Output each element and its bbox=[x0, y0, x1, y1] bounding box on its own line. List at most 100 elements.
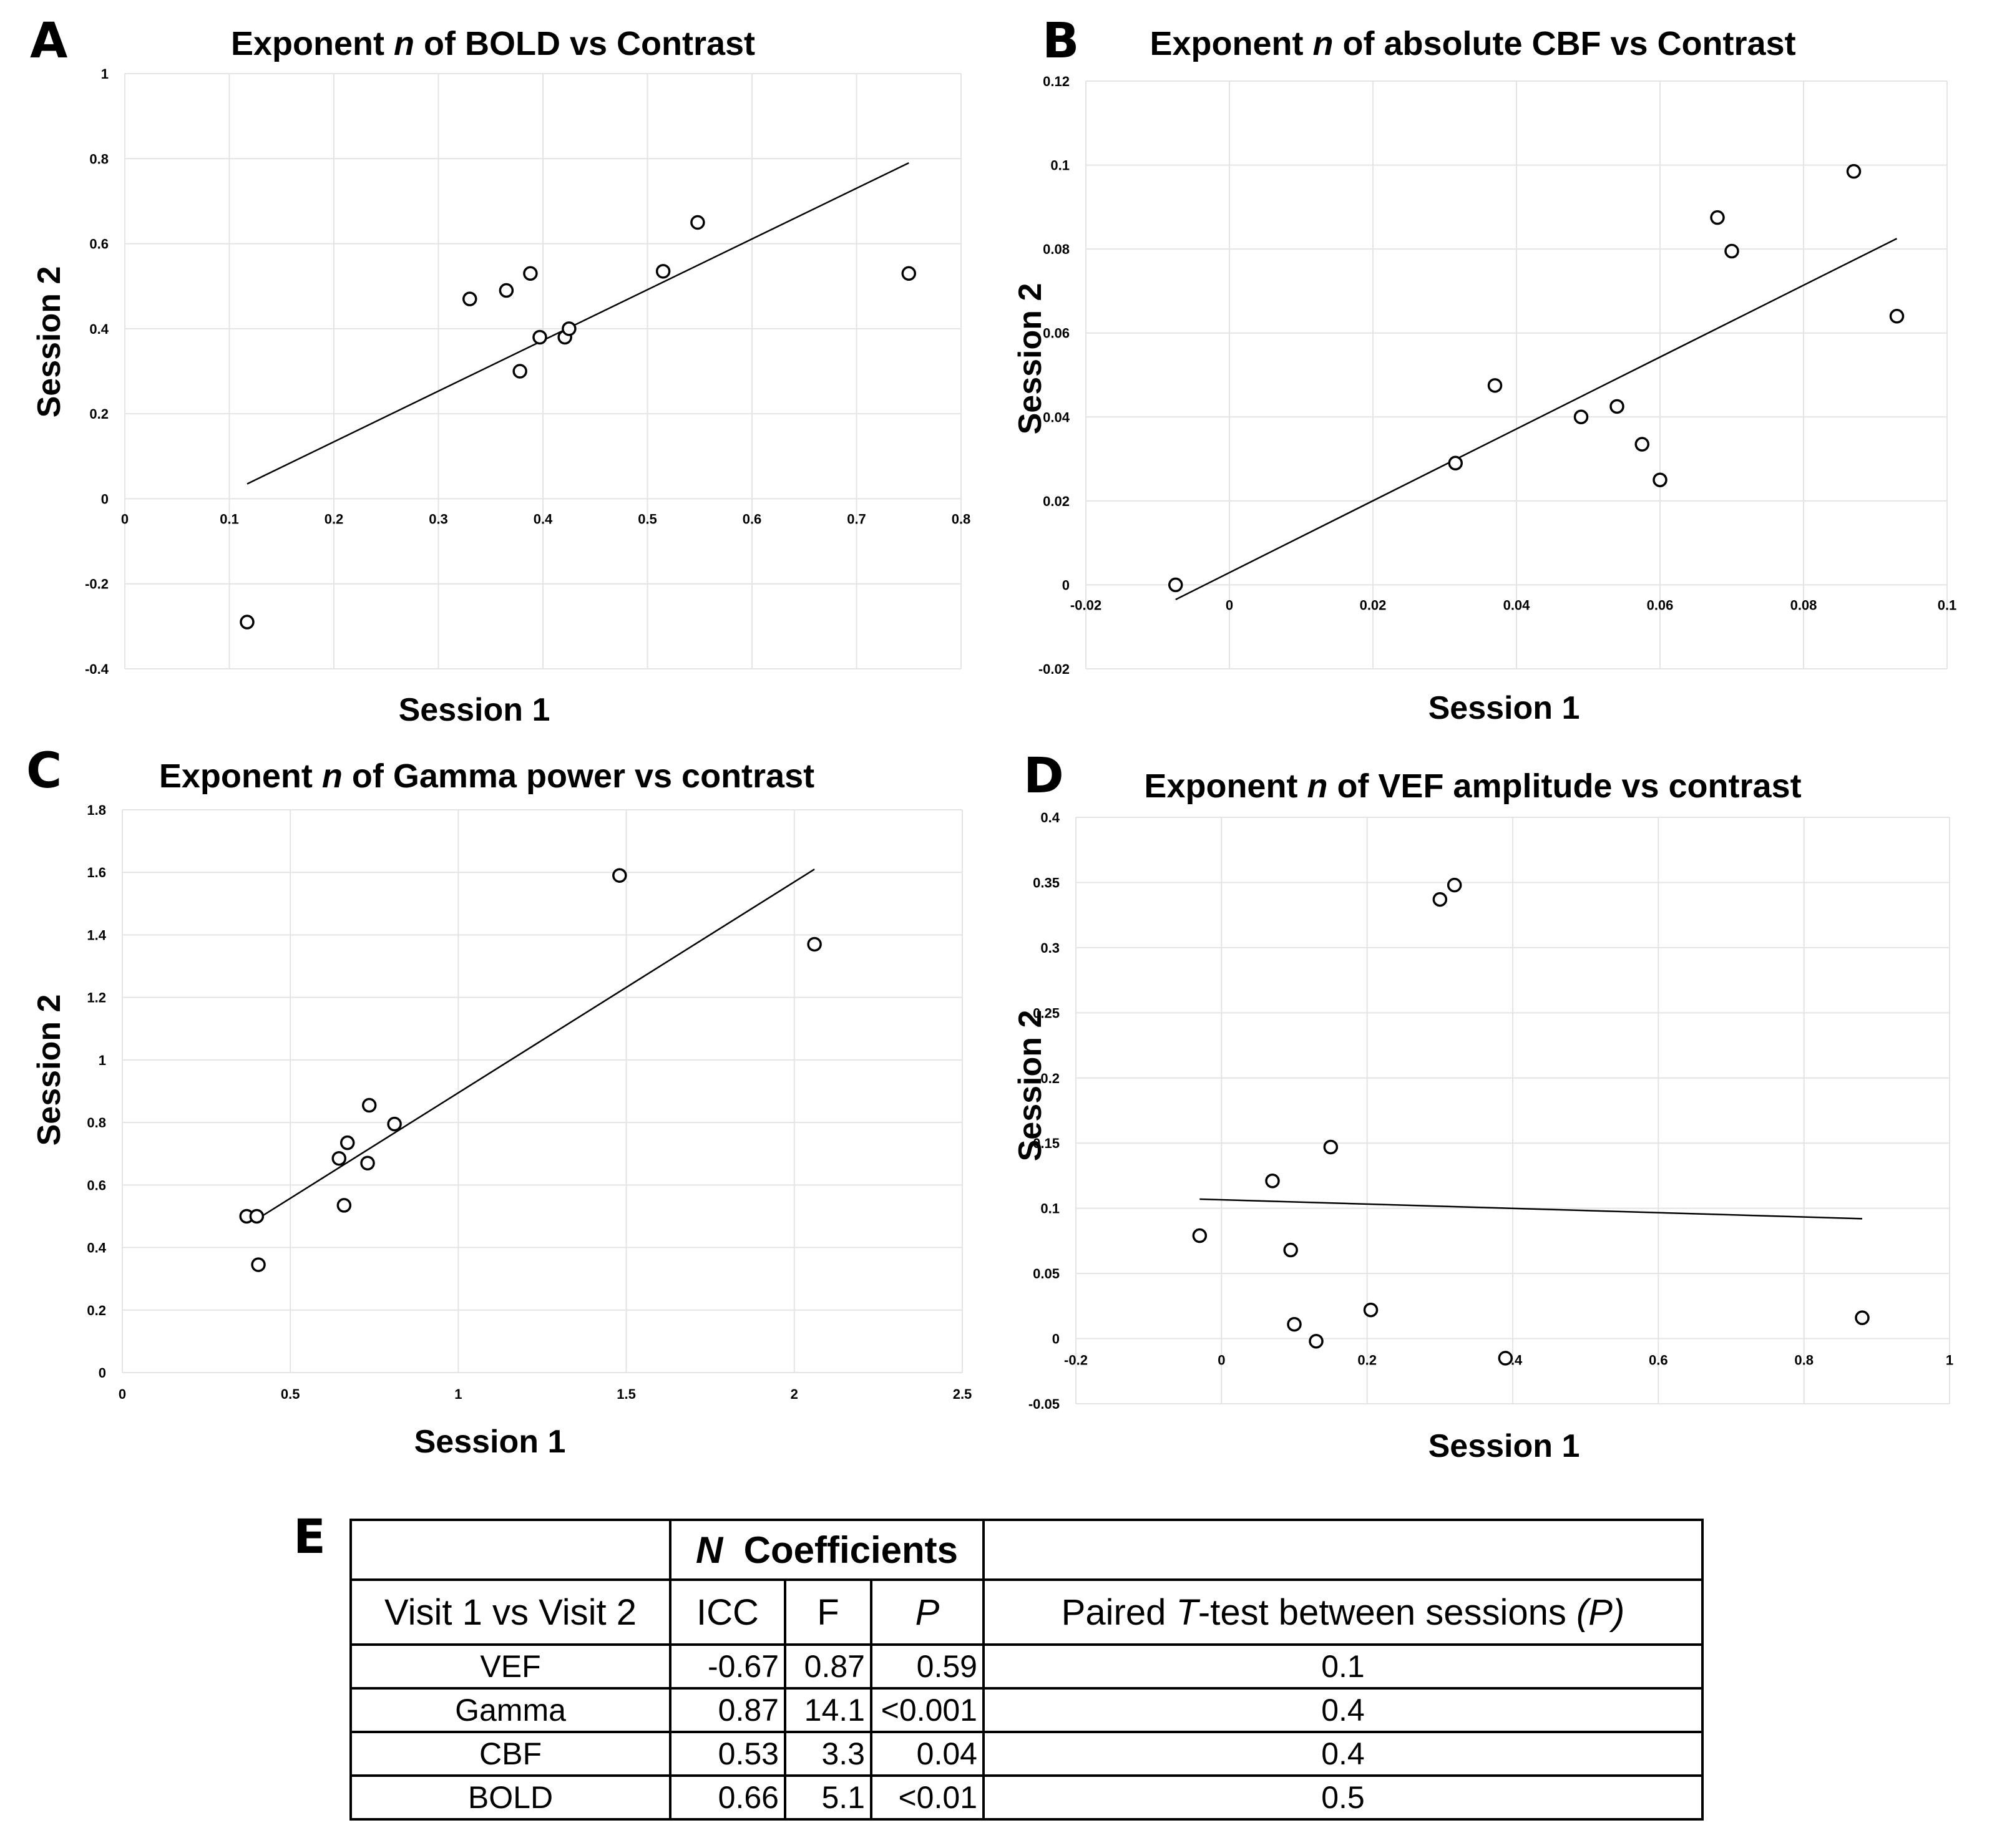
data-point bbox=[1448, 455, 1463, 471]
data-point bbox=[612, 868, 627, 883]
x-tick-label: 0 bbox=[121, 511, 129, 527]
table-cell-empty bbox=[349, 1519, 671, 1581]
plot-area: -0.05 0 0.05 0.1 0.15 0.2 0.25 0.3 0.35 0.4 -0.2 0 0… bbox=[1028, 810, 1953, 1412]
y-tick-label: 1 bbox=[101, 66, 109, 82]
x-tick-label: 0.6 bbox=[743, 511, 762, 527]
data-point bbox=[1855, 1310, 1870, 1325]
row-f: 0.87 bbox=[784, 1643, 872, 1690]
y-tick-label: 0.6 bbox=[89, 236, 109, 252]
data-point bbox=[1168, 577, 1183, 593]
trend-line bbox=[247, 162, 909, 485]
x-tick-label: 0.8 bbox=[952, 511, 971, 527]
data-point bbox=[249, 1208, 265, 1224]
data-point bbox=[655, 264, 671, 279]
x-tick-label: 0.2 bbox=[325, 511, 344, 527]
row-f: 5.1 bbox=[784, 1774, 872, 1821]
row-p: <0.001 bbox=[870, 1687, 985, 1733]
x-tick-label: 0.2 bbox=[1357, 1353, 1377, 1368]
x-tick-label: 0 bbox=[119, 1386, 126, 1402]
data-point bbox=[1287, 1316, 1302, 1332]
y-tick-label: -0.4 bbox=[85, 661, 109, 677]
table-group-header: N Coefficients bbox=[669, 1519, 985, 1581]
y-tick-label: 0.1 bbox=[1050, 158, 1070, 173]
y-tick-label: 0.02 bbox=[1043, 494, 1070, 509]
y-tick-label: 0.4 bbox=[89, 321, 109, 337]
trend-line bbox=[1175, 238, 1898, 601]
data-point bbox=[532, 329, 547, 345]
data-point bbox=[1309, 1333, 1324, 1349]
x-axis-label: Session 1 bbox=[1428, 1428, 1580, 1464]
x-tick-label: -0.02 bbox=[1070, 597, 1101, 613]
y-tick-label: 0.1 bbox=[1040, 1201, 1060, 1217]
row-ttest: 0.1 bbox=[982, 1643, 1704, 1690]
table-row: Gamma 0.87 14.1 <0.001 0.4 bbox=[349, 1687, 1704, 1733]
y-tick-label: 0.35 bbox=[1033, 875, 1060, 890]
data-point bbox=[1609, 399, 1624, 414]
y-tick-label: 0.2 bbox=[1040, 1071, 1060, 1086]
x-tick-label: 0.04 bbox=[1503, 597, 1531, 613]
y-tick-label: 0.6 bbox=[87, 1177, 106, 1193]
row-icc: -0.67 bbox=[669, 1643, 786, 1690]
x-tick-label: 1 bbox=[454, 1386, 462, 1402]
y-tick-label: 0.08 bbox=[1043, 241, 1070, 257]
data-point bbox=[523, 266, 538, 281]
y-tick-label: 0 bbox=[1052, 1331, 1060, 1347]
x-tick-label: 0.5 bbox=[281, 1386, 300, 1402]
y-axis-label: Session 2 bbox=[31, 266, 67, 418]
row-p: <0.01 bbox=[870, 1774, 985, 1821]
panel-label: B bbox=[1042, 13, 1079, 69]
table-row: VEF -0.67 0.87 0.59 0.1 bbox=[349, 1643, 1704, 1690]
data-point bbox=[240, 615, 255, 630]
y-tick-label: 0.12 bbox=[1043, 74, 1070, 89]
y-tick-label: 0.8 bbox=[87, 1115, 106, 1131]
row-ttest: 0.4 bbox=[982, 1687, 1704, 1733]
y-tick-label: 0.8 bbox=[89, 151, 109, 167]
stats-table: N Coefficients Visit 1 vs Visit 2 ICC F … bbox=[349, 1519, 1704, 1821]
data-point bbox=[1634, 437, 1649, 452]
data-point bbox=[499, 283, 514, 298]
data-point bbox=[807, 936, 822, 952]
y-tick-label: 0.05 bbox=[1033, 1266, 1060, 1281]
y-tick-label: 0 bbox=[101, 491, 109, 507]
x-tick-label: 0.7 bbox=[847, 511, 866, 527]
data-point bbox=[1710, 210, 1725, 225]
data-point bbox=[1487, 378, 1503, 393]
row-name: VEF bbox=[349, 1643, 671, 1690]
row-ttest: 0.4 bbox=[982, 1731, 1704, 1777]
y-tick-label: 0.2 bbox=[89, 406, 109, 422]
plot-area: -0.4 -0.2 0 0.2 0.4 0.6 0.8 1 0 0.1 0.2 0.3 0.4 0.5 0.… bbox=[85, 66, 970, 677]
x-tick-label: 2.5 bbox=[953, 1386, 972, 1402]
chart-title: Exponent n of absolute CBF vs Contrast bbox=[1150, 25, 1795, 62]
data-point bbox=[1432, 892, 1448, 907]
y-tick-label: 1.8 bbox=[87, 802, 106, 818]
data-point bbox=[339, 1135, 355, 1150]
x-tick-label: 0.3 bbox=[429, 511, 448, 527]
table-row: CBF 0.53 3.3 0.04 0.4 bbox=[349, 1731, 1704, 1777]
data-point bbox=[1283, 1242, 1298, 1258]
x-tick-label: 0.4 bbox=[534, 511, 553, 527]
data-point bbox=[1447, 877, 1462, 893]
x-tick-label: 0 bbox=[1226, 597, 1233, 613]
y-tick-label: 0 bbox=[1062, 577, 1070, 593]
data-point bbox=[331, 1150, 347, 1166]
chart-title: Exponent n of VEF amplitude vs contrast bbox=[1144, 767, 1801, 805]
panel-label: C bbox=[26, 743, 62, 799]
x-tick-label: -0.2 bbox=[1064, 1353, 1088, 1368]
row-name: BOLD bbox=[349, 1774, 671, 1821]
y-tick-label: 1.6 bbox=[87, 865, 106, 880]
panel-label: D bbox=[1023, 748, 1064, 804]
table-header-row: Visit 1 vs Visit 2 ICC F P Paired T-test… bbox=[349, 1578, 1704, 1646]
x-tick-label: 1.5 bbox=[617, 1386, 636, 1402]
y-tick-label: -0.05 bbox=[1028, 1396, 1060, 1412]
data-point bbox=[1846, 163, 1862, 179]
x-tick-label: 0.5 bbox=[638, 511, 657, 527]
row-p: 0.04 bbox=[870, 1731, 985, 1777]
x-axis-label: Session 1 bbox=[414, 1424, 566, 1460]
y-tick-label: 0.2 bbox=[87, 1303, 106, 1318]
x-axis-label: Session 1 bbox=[1428, 690, 1580, 726]
y-tick-label: 0.4 bbox=[1040, 810, 1060, 825]
data-point bbox=[512, 364, 527, 379]
data-point bbox=[1653, 472, 1668, 487]
